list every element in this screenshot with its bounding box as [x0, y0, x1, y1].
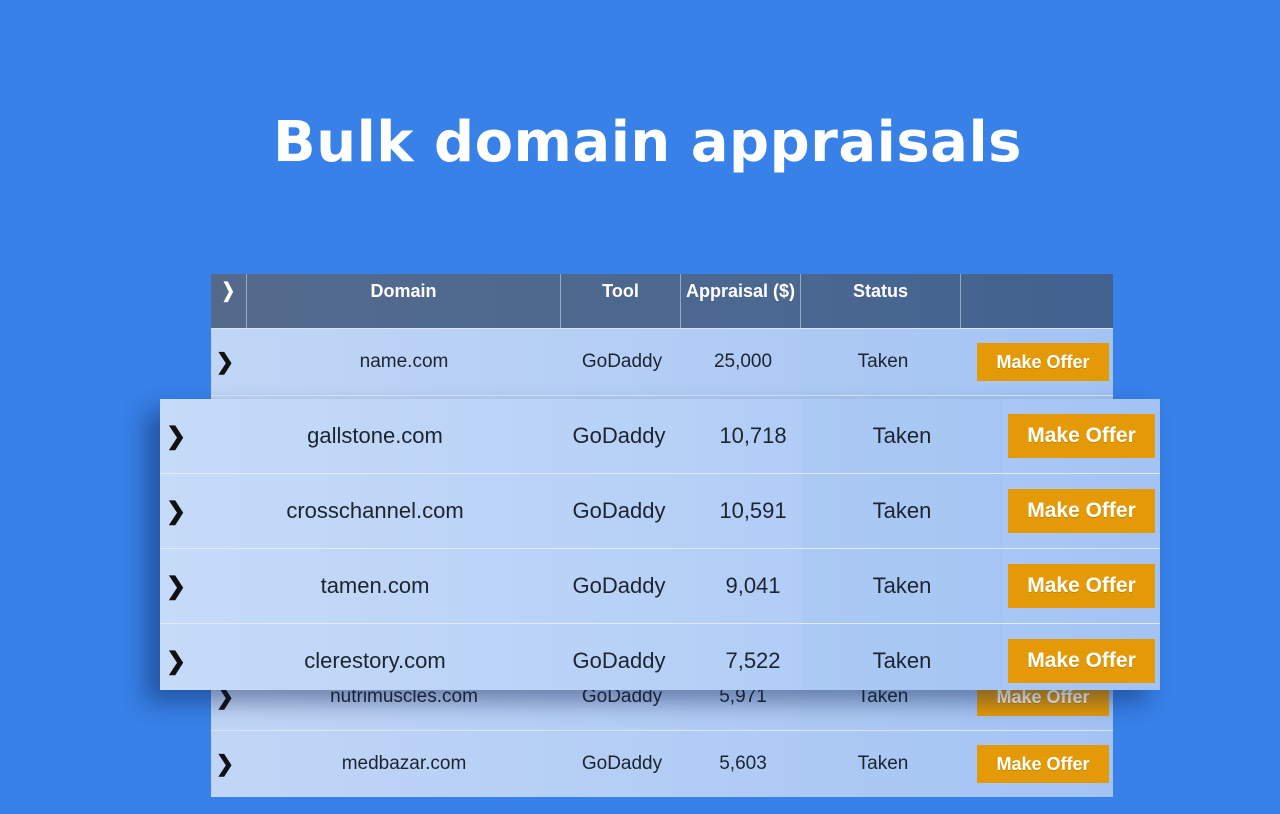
- header-appraisal[interactable]: Appraisal ($): [681, 274, 801, 328]
- row-expand-button[interactable]: ❯: [211, 329, 239, 395]
- make-offer-button[interactable]: Make Offer: [1008, 639, 1155, 683]
- chevron-right-icon[interactable]: ❯: [215, 684, 235, 709]
- tool-cell: GoDaddy: [572, 423, 666, 448]
- table-header: ❯ Domain Tool Appraisal ($) Status: [211, 274, 1113, 328]
- make-offer-button[interactable]: Make Offer: [1008, 564, 1155, 608]
- row-expand-button[interactable]: ❯: [211, 664, 239, 730]
- status-column-shade: [802, 624, 1002, 690]
- domain-cell: gallstone.com: [307, 423, 443, 448]
- table-row[interactable]: ❯ clerestory.com GoDaddy 7,522 Taken Make Off…: [160, 623, 1160, 690]
- table-row[interactable]: ❯ gallstone.com GoDaddy 10,718 Taken Make Off…: [160, 399, 1160, 473]
- tool-cell: GoDaddy: [581, 351, 663, 372]
- appraisal-cell: 5,603: [719, 753, 767, 774]
- chevron-right-icon[interactable]: ❯: [215, 349, 235, 374]
- status-cell: Taken: [857, 351, 909, 372]
- tool-cell: GoDaddy: [572, 498, 666, 523]
- chevron-right-icon[interactable]: ❯: [215, 751, 235, 776]
- header-action: [961, 274, 1113, 328]
- status-column-shade: [802, 399, 1002, 473]
- tool-cell: GoDaddy: [581, 686, 663, 707]
- status-cell: Taken: [872, 573, 932, 598]
- chevron-right-icon[interactable]: ❯: [165, 497, 187, 525]
- chevron-right-icon[interactable]: ❯: [221, 280, 236, 302]
- action-cell: Make Offer: [1002, 399, 1160, 473]
- tool-cell: GoDaddy: [572, 573, 666, 598]
- domain-cell: medbazar.com: [341, 753, 467, 774]
- status-column-shade: [801, 731, 961, 797]
- table-row[interactable]: ❯ crosschannel.com GoDaddy 10,591 Taken Make …: [160, 473, 1160, 548]
- action-cell: Make Offer: [961, 731, 1113, 797]
- tool-cell: GoDaddy: [581, 753, 663, 774]
- status-cell: Taken: [857, 753, 909, 774]
- status-cell: Taken: [857, 686, 909, 707]
- header-domain[interactable]: Domain: [247, 274, 561, 328]
- row-expand-button[interactable]: ❯: [160, 549, 192, 623]
- table-row[interactable]: ❯ tamen.com GoDaddy 9,041 Taken Make Offer: [160, 548, 1160, 623]
- action-cell: Make Offer: [1002, 549, 1160, 623]
- chevron-right-icon[interactable]: ❯: [165, 647, 187, 675]
- status-column-shade: [801, 329, 961, 395]
- appraisal-cell: 7,522: [725, 648, 781, 673]
- table-row[interactable]: ❯ medbazar.com GoDaddy 5,603 Taken Make Offer: [211, 730, 1113, 797]
- table-row[interactable]: ❯ name.com GoDaddy 25,000 Taken Make Offer: [211, 328, 1113, 395]
- status-column-shade: [802, 549, 1002, 623]
- make-offer-button[interactable]: Make Offer: [1008, 489, 1155, 533]
- header-tool[interactable]: Tool: [561, 274, 681, 328]
- page-title: Bulk domain appraisals: [273, 110, 1022, 175]
- expand-all-header[interactable]: ❯: [211, 274, 247, 328]
- row-expand-button[interactable]: ❯: [211, 731, 239, 797]
- appraisal-cell: 9,041: [725, 573, 781, 598]
- action-cell: Make Offer: [961, 329, 1113, 395]
- appraisal-cell: 10,718: [719, 423, 787, 448]
- action-cell: Make Offer: [1002, 624, 1160, 690]
- domain-cell: nutrimuscles.com: [330, 686, 478, 707]
- tool-cell: GoDaddy: [572, 648, 666, 673]
- status-cell: Taken: [872, 423, 932, 448]
- appraisal-cell: 5,971: [719, 686, 767, 707]
- row-expand-button[interactable]: ❯: [160, 399, 192, 473]
- make-offer-button[interactable]: Make Offer: [977, 343, 1109, 381]
- domain-cell: crosschannel.com: [286, 498, 464, 523]
- status-column-shade: [802, 474, 1002, 548]
- row-expand-button[interactable]: ❯: [160, 624, 192, 690]
- appraisal-cell: 10,591: [719, 498, 787, 523]
- domain-cell: name.com: [359, 351, 449, 372]
- chevron-right-icon[interactable]: ❯: [165, 572, 187, 600]
- chevron-right-icon[interactable]: ❯: [165, 422, 187, 450]
- appraisal-cell: 25,000: [713, 351, 773, 372]
- domain-cell: tamen.com: [320, 573, 430, 598]
- make-offer-button[interactable]: Make Offer: [977, 745, 1109, 783]
- make-offer-button[interactable]: Make Offer: [1008, 414, 1155, 458]
- header-status[interactable]: Status: [801, 274, 961, 328]
- domain-cell: clerestory.com: [304, 648, 446, 673]
- action-cell: Make Offer: [1002, 474, 1160, 548]
- status-cell: Taken: [872, 498, 932, 523]
- row-expand-button[interactable]: ❯: [160, 474, 192, 548]
- zoomed-rows-overlay: ❯ gallstone.com GoDaddy 10,718 Taken Make Off…: [160, 399, 1160, 690]
- status-cell: Taken: [872, 648, 932, 673]
